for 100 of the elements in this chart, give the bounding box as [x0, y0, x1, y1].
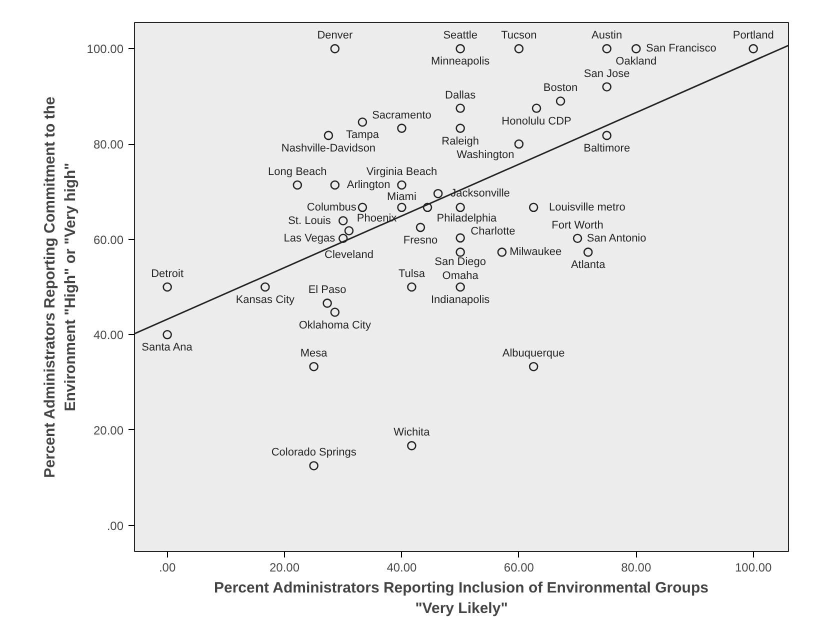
annotation: Santa Ana: [142, 342, 194, 354]
annotation: Denver: [317, 30, 353, 42]
point: [330, 180, 340, 190]
annotation: San Antonio: [586, 232, 646, 244]
point: [330, 44, 340, 54]
annotation: Phoenix: [356, 212, 398, 224]
point: [322, 298, 332, 308]
point: [162, 330, 172, 340]
x-tick-label: 60.00: [504, 560, 534, 574]
annotation: Long Beach: [268, 166, 327, 178]
annotation: Arlington: [346, 179, 390, 192]
annotation: Louisville metro: [548, 201, 626, 214]
y-tick-label: 60.00: [93, 232, 124, 247]
annotation: Cleveland: [324, 248, 374, 261]
annotation: Atlanta: [570, 259, 606, 272]
point: [514, 139, 524, 149]
y-tick-label: 20.00: [93, 423, 124, 438]
annotation: Tulsa: [398, 268, 426, 280]
annotation: Jacksonville: [450, 188, 510, 200]
annotation: Fresno: [403, 234, 438, 246]
point: [456, 202, 465, 212]
point: [514, 44, 524, 54]
x-tick-label: 40.00: [386, 560, 418, 574]
annotation: Virginia Beach: [366, 166, 438, 178]
x-tick-label: 100.00: [734, 560, 772, 574]
point: [407, 441, 416, 450]
point: [397, 202, 406, 212]
point: [338, 216, 348, 226]
point: [528, 202, 538, 212]
annotation: San Diego: [434, 256, 486, 268]
annotation: Tucson: [501, 30, 537, 42]
annotation: Oakland: [616, 56, 657, 68]
annotation: San Jose: [584, 68, 630, 80]
point: [358, 202, 368, 212]
x-tick-label: .00: [158, 560, 176, 574]
x-axis-title: Percent Administrators Reporting Inclusion of Environmental Groups "Very Likely": [214, 580, 708, 617]
annotation: Las Vegas: [284, 232, 336, 244]
point: [330, 308, 340, 317]
point: [456, 233, 465, 243]
annotation: El Paso: [308, 284, 346, 296]
annotation: Colorado Springs: [271, 446, 357, 459]
point: [309, 362, 318, 372]
point: [162, 282, 172, 292]
annotation: Wichita: [394, 426, 431, 439]
point: [602, 130, 612, 140]
point: [532, 104, 542, 113]
point: [456, 282, 465, 292]
point: [602, 44, 612, 54]
point: [344, 226, 354, 236]
annotation: Miami: [387, 191, 416, 204]
annotation: Minneapolis: [430, 56, 490, 68]
annotation: Detroit: [151, 268, 184, 280]
point: [338, 234, 348, 244]
annotation: Seattle: [443, 30, 478, 42]
point: [422, 202, 432, 212]
x-tick-label: 80.00: [621, 560, 652, 574]
annotation: Portland: [732, 30, 774, 42]
y-tick-label: 100.00: [86, 42, 124, 56]
point: [456, 124, 465, 133]
point: [260, 282, 270, 292]
annotation: Indianapolis: [430, 294, 490, 306]
point: [397, 124, 406, 133]
annotation: Raleigh: [442, 135, 479, 148]
point: [397, 180, 406, 190]
annotation: Kansas City: [236, 294, 296, 306]
annotation: Columbus: [306, 201, 357, 214]
point: [556, 96, 566, 106]
annotation: St. Louis: [288, 214, 332, 227]
point: [416, 222, 426, 232]
y-tick-label: 40.00: [93, 328, 124, 342]
annotation: Milwaukee: [510, 246, 562, 258]
point: [358, 117, 368, 127]
annotation: Nashville-Davidson: [281, 142, 376, 154]
point: [748, 44, 758, 54]
point: [456, 44, 465, 54]
y-tick-label: 80.00: [93, 138, 124, 152]
point: [324, 130, 334, 140]
point: [631, 44, 641, 54]
point: [292, 180, 302, 190]
annotation: Dallas: [445, 89, 476, 102]
x-tick-label: 20.00: [270, 560, 300, 574]
annotation: Honolulu CDP: [502, 115, 572, 128]
annotation: Boston: [543, 82, 578, 94]
y-axis-title: Percent Administrators Reporting Commitment to the Environment "High" or "Very high": [41, 96, 79, 478]
annotation: San Francisco: [646, 42, 716, 55]
point: [602, 82, 612, 92]
annotation: Mesa: [300, 348, 328, 360]
point: [433, 188, 443, 198]
annotation: Sacramento: [372, 109, 432, 122]
point: [456, 104, 465, 113]
point: [497, 248, 507, 257]
y-tick-label: .00: [106, 518, 124, 533]
point: [528, 362, 538, 372]
annotation: Austin: [592, 30, 622, 42]
annotation: Oklahoma City: [298, 319, 372, 332]
annotation: Philadelphia: [436, 212, 498, 224]
point: [309, 461, 318, 470]
point: [583, 248, 593, 257]
annotation: Omaha: [442, 270, 480, 282]
point: [572, 234, 582, 244]
